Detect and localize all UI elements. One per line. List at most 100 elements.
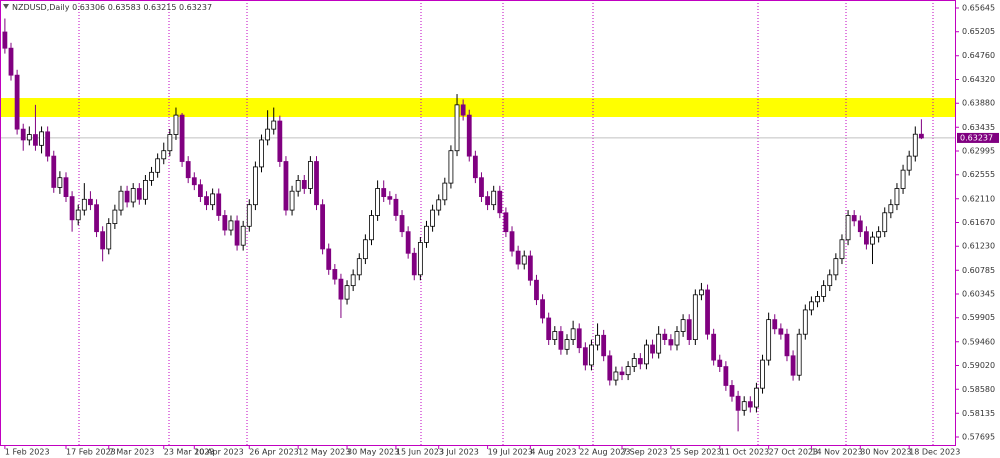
candle-body [674,331,680,346]
candle-body [888,204,894,214]
candle-body [472,155,478,179]
x-tick-label: 7 Mar 2023 [109,448,155,457]
candle-body [94,204,99,233]
candle-body [570,328,576,341]
candle-body [741,401,747,411]
candle-body [558,331,564,350]
candle-body [26,134,32,141]
candle-body [149,171,154,181]
y-tick-label: 0.61230 [962,242,995,251]
candle-body [735,395,741,411]
candle-body [527,255,533,281]
candle-body [521,255,527,265]
candle-body [534,279,539,301]
candle-body [601,334,607,357]
candle-body [772,319,778,330]
candle-body [332,269,338,280]
candle-body [173,114,179,135]
candle-body [906,155,912,171]
candle-body [222,215,228,231]
candle-body [613,371,619,381]
x-tick-label: 27 Oct 2023 [769,448,818,457]
y-tick-label: 0.63880 [962,99,995,108]
y-tick-label: 0.64760 [962,51,995,60]
candle-body [827,274,833,287]
candle-body [442,182,448,201]
candle-body [766,319,772,361]
candle-body [900,169,906,189]
candle-body [356,258,362,276]
y-tick-label: 0.58135 [962,409,995,418]
candle-body [326,248,332,270]
candle-body [552,331,558,341]
candle-body [680,319,686,332]
candle-body [460,104,466,116]
candle-body [650,344,655,354]
menu-icon [3,4,9,9]
candle-body [69,196,75,221]
x-tick-label: 1 Feb 2023 [5,448,50,457]
candle-body [717,359,723,367]
y-tick-label: 0.62995 [962,146,995,155]
candle-body [595,334,600,346]
x-tick-label: 15 Jun 2023 [396,448,444,457]
candle-body [723,366,729,386]
symbol: NZDUSD,Daily [12,3,70,12]
price-label-box [957,132,999,143]
candle-body [228,220,234,231]
candle-body [369,215,374,241]
candle-body [136,188,142,200]
candle-body [485,196,490,206]
candle-body [320,204,326,250]
candle-body [185,161,191,179]
candle-body [130,188,136,203]
candle-body [436,199,442,211]
candle-body [515,250,521,265]
candle-body [729,385,735,397]
candle-body [656,333,662,354]
candle-body [430,209,435,227]
candle-body [833,258,839,276]
x-tick-label: 12 May 2023 [298,448,350,457]
candle-body [338,278,344,300]
x-tick-label: 30 May 2023 [347,448,399,457]
candle-body [540,299,545,319]
candle-body [234,220,240,246]
candle-body [350,274,356,287]
candle-body [918,133,924,139]
candle-body [14,74,20,130]
candle-body [454,104,460,152]
candle-body [784,333,790,357]
candle-body [699,289,704,296]
candle-body [582,347,588,366]
candle-body [118,190,124,211]
candle-body [631,358,637,367]
candle-body [387,196,393,200]
x-tick-label: 25 Sep 2023 [671,448,722,457]
x-tick-label: 18 Dec 2023 [909,448,960,457]
candle-body [503,212,509,233]
candle-body [362,239,368,260]
y-tick-label: 0.59020 [962,361,995,370]
candle-body [75,209,81,221]
candle-body [246,204,252,227]
candle-body [57,177,63,188]
x-tick-label: 23 Mar 2023 [164,448,215,457]
candle-body [143,180,148,200]
x-tick-label: 10 Apr 2023 [194,448,243,457]
y-tick-label: 0.58580 [962,385,995,394]
candle-body [809,301,814,311]
candle-body [252,166,258,206]
candle-body [839,239,845,260]
candle-body [607,355,613,381]
candle-body [411,252,417,276]
resistance-zone [0,98,955,117]
candle-body [466,114,472,157]
candle-body [479,177,484,197]
close: 0.63237 [179,3,212,12]
x-tick-label: 30 Nov 2023 [860,448,911,457]
candle-body [760,359,765,389]
candle-body [259,139,264,168]
candle-body [63,177,69,197]
